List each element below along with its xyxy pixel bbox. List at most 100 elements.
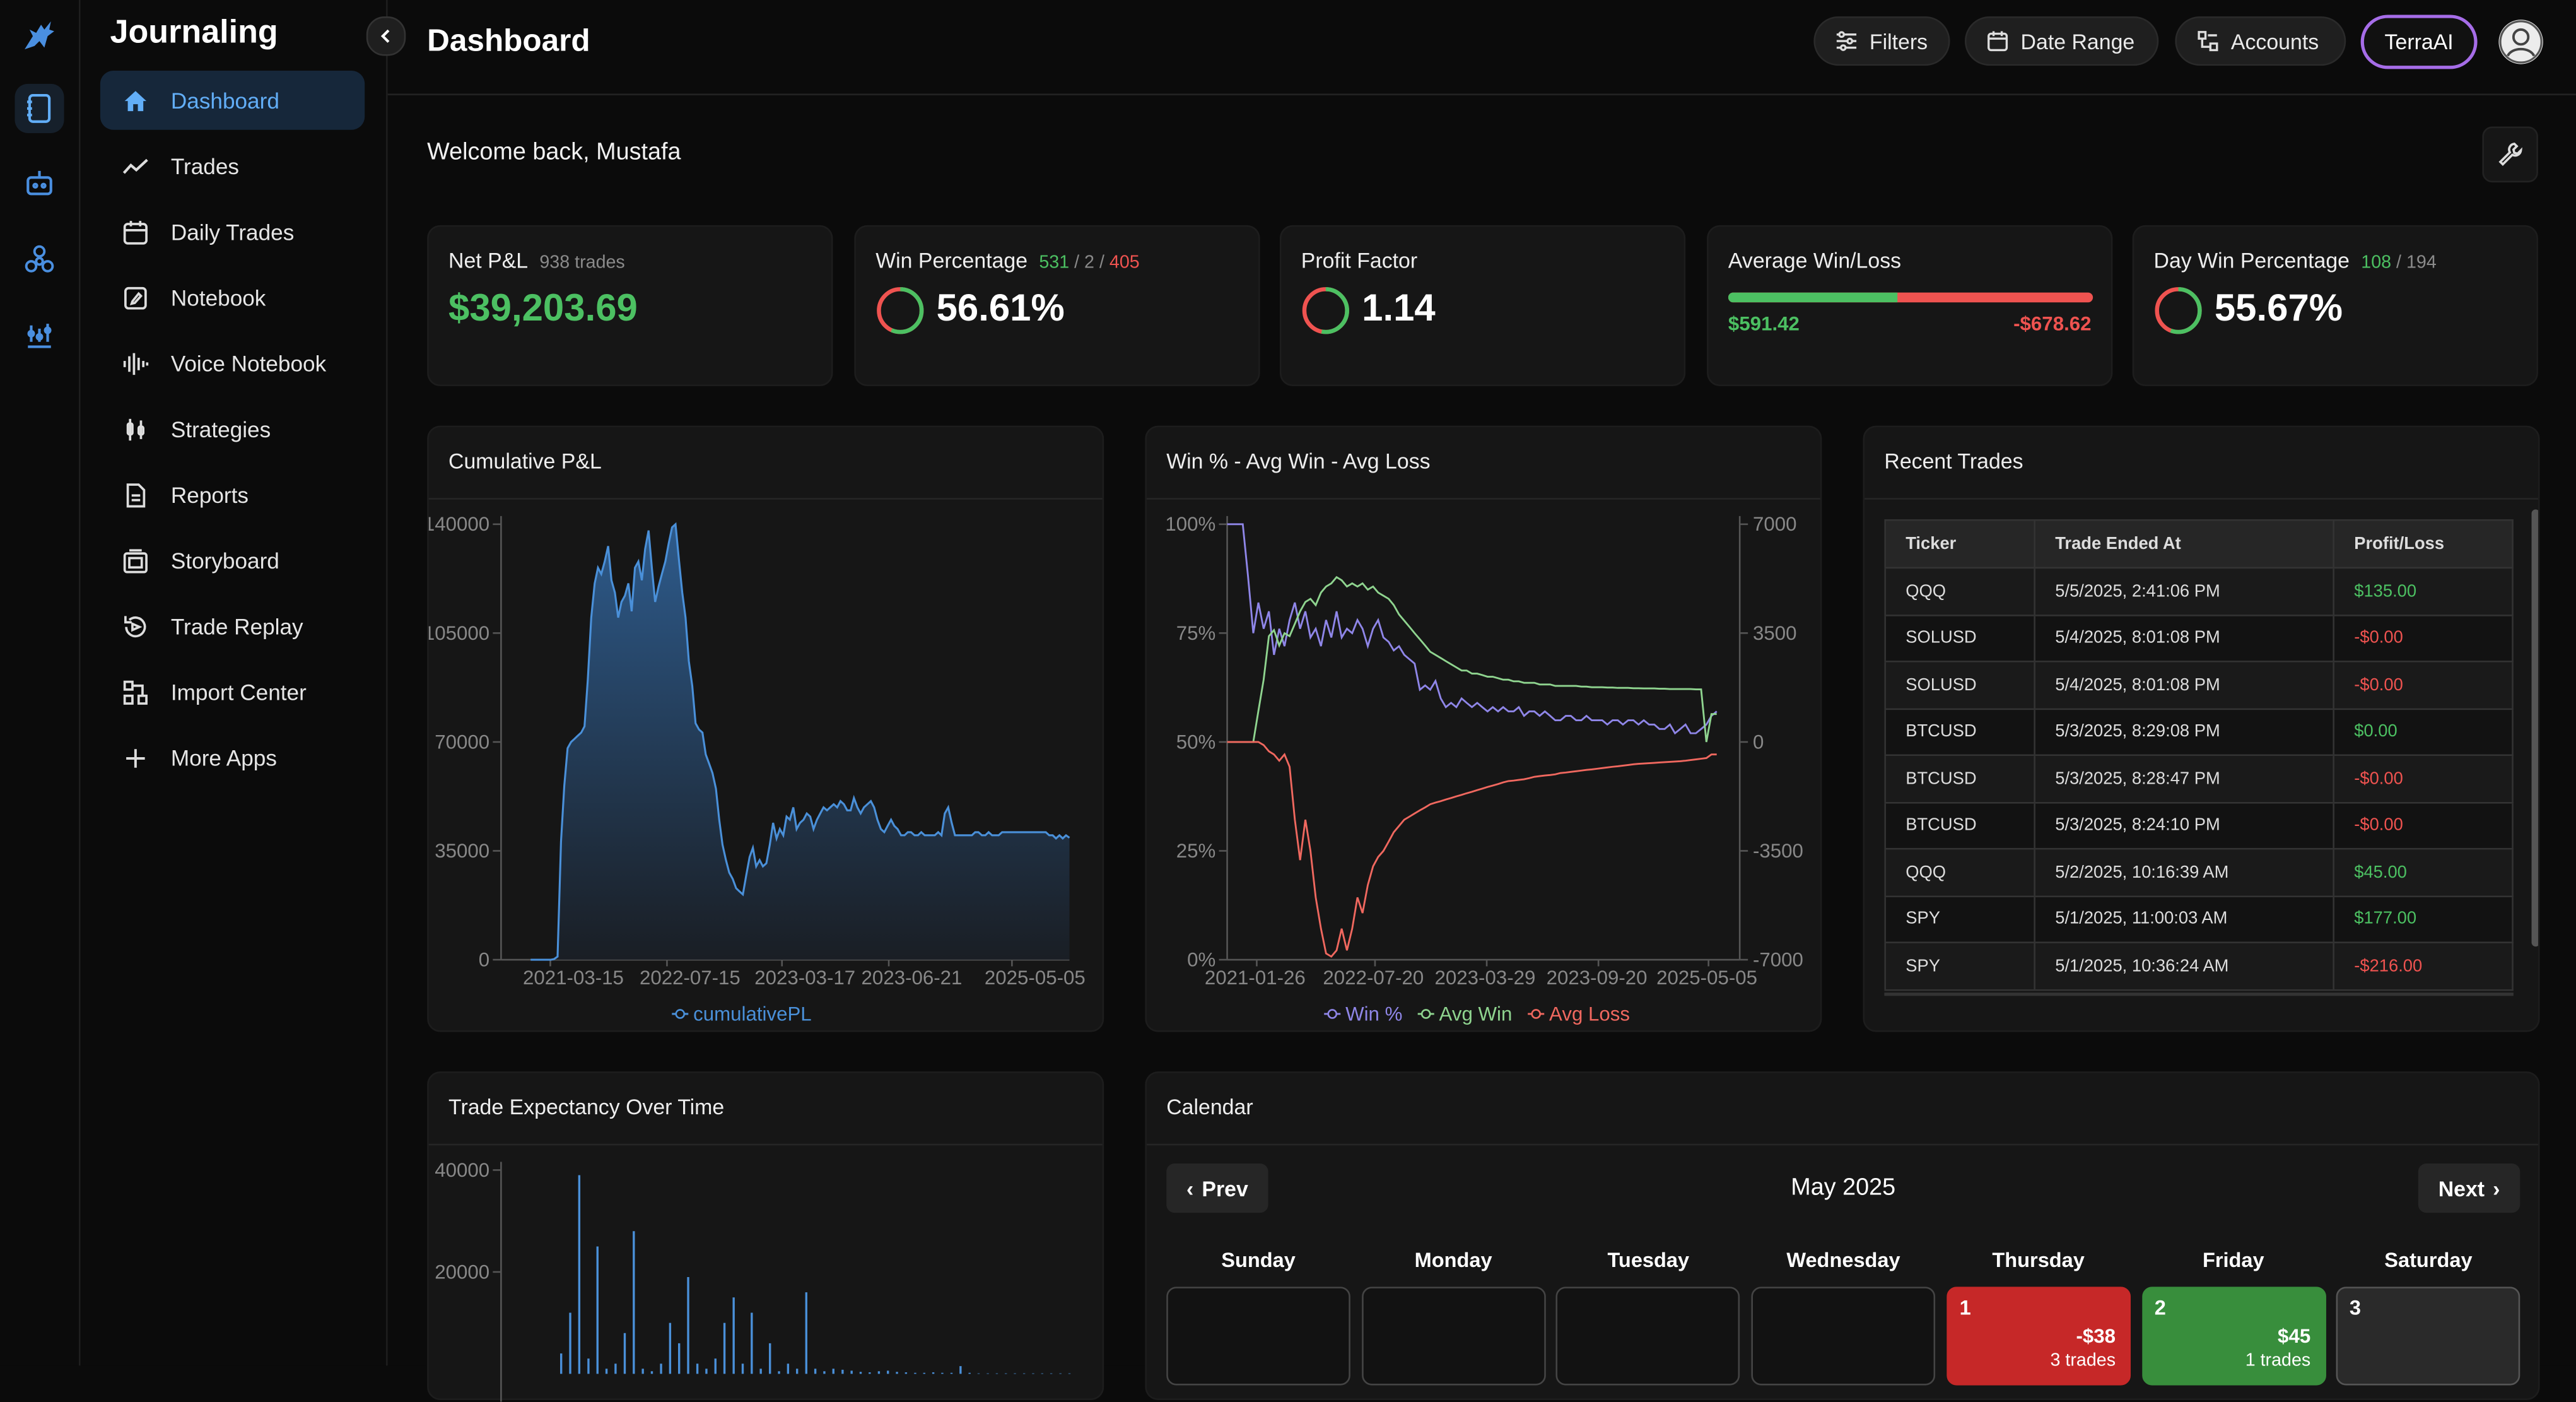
table-row[interactable]: SPY 5/1/2025, 10:36:24 AM -$216.00 [1884,941,2514,991]
sidebar-item-reports[interactable]: Reports [100,465,365,524]
legend-item[interactable]: cumulativePL [672,1003,812,1025]
avg-win-bar-fill [1728,292,1899,303]
recent-trades-panel: Recent Trades Ticker Trade Ended At Prof… [1863,425,2540,1032]
y-tick-label: 0% [1187,948,1215,970]
y2-tick-label: -3500 [1753,840,1803,862]
y-tick-label: 40000 [435,1159,489,1181]
trade-expectancy-chart[interactable]: 40000 20000 [429,1073,1106,1402]
calendar-day[interactable] [1166,1287,1350,1386]
avatar[interactable] [2498,20,2543,64]
next-month-button[interactable]: Next › [2418,1163,2520,1213]
table-row[interactable]: BTCUSD 5/3/2025, 8:28:47 PM -$0.00 [1884,754,2514,803]
table-row[interactable]: BTCUSD 5/3/2025, 8:24:10 PM -$0.00 [1884,801,2514,850]
cell-ticker: BTCUSD [1884,801,2035,850]
win-avg-chart[interactable]: 0% 25% 50% 75% 100% -7000 -3500 0 3500 7000 2021-0… [1147,427,1824,1034]
divider [1146,498,1820,500]
cell-ticker: QQQ [1884,847,2035,897]
table-row[interactable]: SOLUSD 5/4/2025, 8:01:08 PM -$0.00 [1884,661,2514,709]
net-pl-value: $39,203.69 [448,286,638,329]
table-row[interactable]: QQQ 5/5/2025, 2:41:06 PM $135.00 [1884,567,2514,616]
sidebar-item-voice-notebook[interactable]: Voice Notebook [100,334,365,393]
calendar-day[interactable]: 2 $45 1 trades [2141,1287,2326,1386]
sidebar-item-daily-trades[interactable]: Daily Trades [100,202,365,261]
divider [1865,498,2538,500]
y-tick-label: 75% [1176,622,1216,644]
filters-button[interactable]: Filters [1813,16,1950,66]
sidebar-item-strategies[interactable]: Strategies [100,399,365,459]
date-range-button[interactable]: Date Range [1964,16,2159,66]
bull-logo-icon[interactable] [15,10,64,59]
cell-ticker: SOLUSD [1884,613,2035,663]
journal-icon[interactable] [15,83,64,133]
legend-marker [675,1009,686,1019]
sidebar-item-dashboard[interactable]: Dashboard [100,70,365,130]
weekday-header: Saturday [2384,1249,2473,1272]
calendar-month: May 2025 [1791,1175,1896,1201]
prev-month-button[interactable]: ‹ Prev [1166,1163,1268,1213]
x-tick-label: 2023-06-21 [862,967,963,989]
calendar-day[interactable] [1751,1287,1936,1386]
win-percentage-ring [877,287,924,334]
calendar-day[interactable]: 1 -$38 3 trades [1946,1287,2131,1386]
profit-factor-card: Profit Factor 1.14 [1279,225,1686,387]
legend-label: Avg Win [1439,1003,1513,1025]
calendar-day[interactable]: 3 [2336,1287,2520,1386]
collapse-sidebar-button[interactable] [366,16,406,56]
prev-label: Prev [1202,1175,1248,1201]
panel-title: Trade Expectancy Over Time [448,1094,725,1119]
sidebar-item-trade-replay[interactable]: Trade Replay [100,596,365,656]
panel-title: Cumulative P&L [448,449,602,474]
calendar-day[interactable] [1556,1287,1741,1386]
x-tick-label: 2021-01-26 [1205,967,1306,989]
analytics-icon[interactable] [15,310,64,360]
terra-ai-button[interactable]: TerraAI [2360,15,2478,69]
calendar-icon [1988,31,2008,52]
sidebar-item-label: Storyboard [170,548,279,573]
sidebar-item-label: Import Center [170,679,307,705]
y-tick-label: 140000 [429,513,489,535]
losses-count: 405 [1109,253,1140,273]
cell-pl: $45.00 [2333,847,2514,897]
customize-button[interactable] [2482,126,2538,183]
x-tick-label: 2023-03-29 [1435,967,1536,989]
avg-win-loss-label: Average Win/Loss [1728,248,1902,273]
x-tick-label: 2025-05-05 [985,967,1086,989]
day-pl: $45 [2278,1324,2311,1348]
trend-icon [122,158,148,174]
legend-label: Avg Loss [1549,1003,1630,1025]
table-row[interactable]: BTCUSD 5/3/2025, 8:29:08 PM $0.00 [1884,707,2514,757]
panel-title: Calendar [1166,1094,1253,1119]
recent-trades-table-wrap[interactable]: Ticker Trade Ended At Profit/Loss QQQ 5/5… [1884,519,2514,996]
day-num: 2 [2154,1296,2166,1320]
table-scrollbar[interactable] [2531,509,2538,947]
table-row[interactable]: QQQ 5/2/2025, 10:16:39 AM $45.00 [1884,847,2514,897]
column-header[interactable]: Profit/Loss [2333,519,2514,569]
legend-item[interactable]: Win % [1324,1003,1402,1025]
legend-item[interactable]: Avg Loss [1528,1003,1630,1025]
sidebar-item-notebook[interactable]: Notebook [100,268,365,327]
cumulative-pl-area [530,524,1070,960]
legend-marker [1327,1009,1338,1019]
sidebar-item-label: Dashboard [170,88,279,113]
accounts-button[interactable]: Accounts [2175,16,2346,66]
sidebar-item-storyboard[interactable]: Storyboard [100,531,365,590]
legend-item[interactable]: Avg Win [1417,1003,1513,1025]
chevron-left-icon [380,29,390,43]
network-icon[interactable] [15,235,64,284]
sidebar-item-trades[interactable]: Trades [100,136,365,196]
column-header[interactable]: Ticker [1884,519,2035,569]
sidebar-item-label: Notebook [170,285,266,310]
weekday-header: Monday [1414,1249,1492,1272]
column-header[interactable]: Trade Ended At [2034,519,2334,569]
panel-title: Win % - Avg Win - Avg Loss [1166,449,1431,474]
filters-label: Filters [1869,28,1928,54]
sidebar-item-more-apps[interactable]: More Apps [100,728,365,787]
cumulative-pl-chart[interactable]: 0 35000 70000 105000 140000 2021-03-15 2022-07… [429,427,1106,1034]
cell-ended: 5/3/2025, 8:24:10 PM [2034,801,2334,850]
table-row[interactable]: SPY 5/1/2025, 11:00:03 AM $177.00 [1884,895,2514,943]
y-tick-label: 70000 [435,731,489,753]
bot-icon[interactable] [15,160,64,209]
sidebar-item-import-center[interactable]: Import Center [100,663,365,722]
calendar-day[interactable] [1361,1287,1546,1386]
table-row[interactable]: SOLUSD 5/4/2025, 8:01:08 PM -$0.00 [1884,613,2514,663]
